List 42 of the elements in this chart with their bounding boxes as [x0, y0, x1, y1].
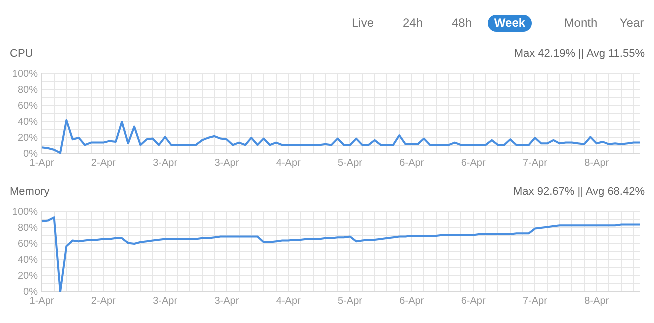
x-tick-label: 3-Apr: [214, 296, 240, 307]
x-tick-label: 5-Apr: [338, 296, 364, 307]
chart-subtitle: Max 42.19% || Avg 11.55%: [514, 48, 645, 62]
y-tick-label: 40%: [18, 254, 38, 266]
text: Month: [563, 15, 599, 32]
chart-title: CPU: [10, 48, 34, 62]
y-tick-label: 100%: [12, 206, 38, 218]
x-tick-label: 5-Apr: [338, 158, 364, 169]
text: 48h: [450, 15, 474, 32]
y-tick-label: 100%: [12, 68, 38, 80]
x-tick-label: 6-Apr: [400, 296, 425, 307]
x-tick-label: 2-Apr: [91, 296, 117, 307]
x-tick-label: 6-Apr: [400, 158, 425, 169]
x-tick-label: 1-Apr: [30, 296, 55, 307]
y-tick-label: 80%: [18, 222, 38, 234]
y-tick-label: 0%: [24, 148, 38, 160]
x-tick-label: 7-Apr: [522, 158, 548, 169]
x-tick-label: 3-Apr: [153, 158, 178, 169]
text: Year: [618, 15, 646, 32]
x-tick-label: 4-Apr: [276, 158, 302, 169]
y-tick-label: 20%: [18, 132, 38, 144]
x-tick-label: 6-Apr: [461, 158, 486, 169]
x-tick-label: 8-Apr: [584, 158, 610, 169]
text: Week: [488, 15, 532, 32]
chart-subtitle: Max 92.67% || Avg 68.42%: [514, 186, 645, 200]
y-tick-label: 60%: [18, 238, 38, 250]
x-tick-label: 7-Apr: [522, 296, 548, 307]
x-tick-label: 3-Apr: [214, 158, 240, 169]
x-tick-label: 4-Apr: [276, 296, 302, 307]
y-tick-label: 80%: [18, 84, 38, 96]
x-tick-label: 8-Apr: [584, 296, 610, 307]
y-tick-label: 0%: [24, 286, 38, 298]
text: 24h: [402, 15, 424, 32]
x-tick-label: 2-Apr: [91, 158, 117, 169]
x-tick-label: 1-Apr: [30, 158, 55, 169]
y-tick-label: 40%: [18, 116, 38, 128]
x-tick-label: 6-Apr: [461, 296, 486, 307]
x-tick-label: 3-Apr: [153, 296, 178, 307]
y-tick-label: 20%: [18, 270, 38, 282]
text: Live: [350, 15, 375, 32]
chart-title: Memory: [10, 186, 50, 200]
y-tick-label: 60%: [18, 100, 38, 112]
